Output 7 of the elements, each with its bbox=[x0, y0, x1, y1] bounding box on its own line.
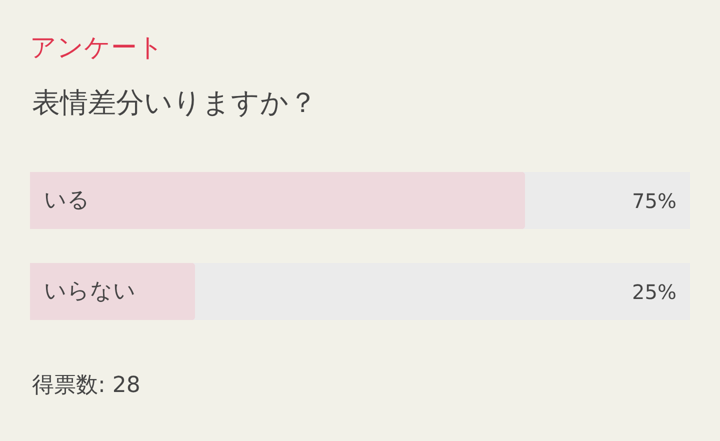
text: 得票数: 28 bbox=[32, 373, 140, 398]
data-label: 25% bbox=[632, 280, 676, 304]
data-label: 75% bbox=[632, 189, 676, 213]
y-tick-label: いる bbox=[44, 188, 90, 213]
chart-subtitle: 表情差分いりますか？ bbox=[32, 86, 317, 119]
chart-title: アンケート bbox=[30, 33, 164, 64]
y-tick-label: いらない bbox=[44, 279, 136, 304]
